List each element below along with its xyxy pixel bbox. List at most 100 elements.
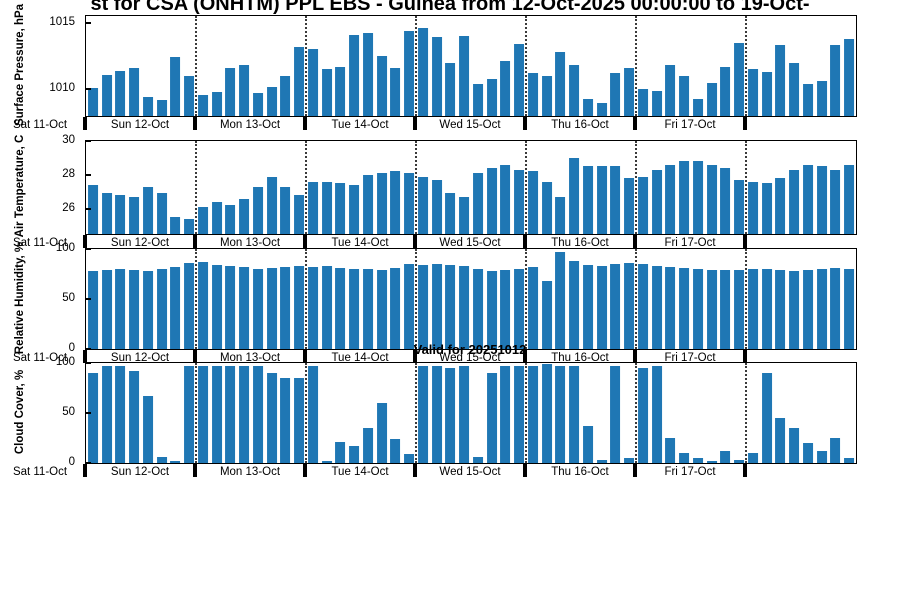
bar	[376, 270, 387, 349]
day-label: Tue 14-Oct	[331, 119, 389, 131]
bar	[115, 195, 126, 234]
bar	[734, 179, 745, 234]
y-tick-mark	[86, 248, 91, 250]
bar	[362, 428, 373, 463]
bar	[555, 52, 566, 116]
bar	[665, 164, 676, 234]
y-tick-label: 100	[55, 242, 75, 254]
day-boundary-gridline	[195, 16, 197, 116]
bar	[624, 458, 635, 463]
bar	[431, 37, 442, 116]
cloud-x-start-label: Sat 11-Oct	[12, 466, 68, 478]
day-label: Sun 12-Oct	[110, 119, 170, 131]
bar	[541, 181, 552, 234]
bar	[527, 171, 538, 234]
day-boundary-gridline	[745, 363, 747, 463]
day-boundary-tick	[413, 350, 417, 363]
bar	[582, 98, 593, 116]
bar	[514, 366, 525, 463]
cloud-y-tick-labels: 0 50 100	[0, 356, 79, 468]
day-label: Thu 16-Oct	[551, 237, 609, 249]
bar	[706, 164, 717, 234]
bar	[747, 453, 758, 463]
day-boundary-gridline	[305, 363, 307, 463]
bar	[390, 268, 401, 349]
day-boundary-gridline	[635, 249, 637, 349]
day-boundary-tick	[303, 464, 307, 477]
bar	[734, 270, 745, 349]
day-boundary-gridline	[195, 249, 197, 349]
day-label: Mon 13-Oct	[219, 466, 281, 478]
bar	[280, 186, 291, 234]
bar	[527, 366, 538, 463]
day-boundary-tick	[523, 464, 527, 477]
bar	[472, 173, 483, 234]
bar	[225, 266, 236, 349]
bar	[142, 97, 153, 116]
bar	[761, 72, 772, 116]
y-tick-mark	[86, 88, 91, 91]
day-boundary-tick	[193, 464, 197, 477]
temperature-y-tick-labels: 26 28 30	[0, 134, 79, 233]
bar	[376, 403, 387, 463]
bar	[747, 69, 758, 116]
y-tick-label: 100	[55, 356, 75, 368]
bar	[266, 268, 277, 349]
day-label: Tue 14-Oct	[331, 466, 389, 478]
bar	[142, 186, 153, 234]
day-boundary-gridline	[525, 249, 527, 349]
bar	[610, 166, 621, 234]
bar	[582, 426, 593, 463]
day-label: Mon 13-Oct	[219, 119, 281, 131]
bar	[459, 196, 470, 234]
bar	[280, 76, 291, 116]
y-tick-mark	[86, 207, 91, 210]
bar	[307, 267, 318, 349]
bar	[362, 33, 373, 116]
day-boundary-tick	[303, 235, 307, 248]
bar	[156, 457, 167, 463]
day-label: Sun 12-Oct	[110, 466, 170, 478]
bar	[225, 205, 236, 234]
bar	[706, 461, 717, 463]
bar	[115, 70, 126, 116]
bar	[321, 461, 332, 463]
surface-pressure-chart: Surface Pressure, hPa 1010 1015 Sun 12-Oc…	[0, 4, 900, 135]
bar	[390, 68, 401, 116]
bar	[376, 56, 387, 116]
day-boundary-gridline	[415, 141, 417, 234]
bar	[362, 269, 373, 349]
y-tick-label: 28	[62, 167, 75, 180]
temperature-x-start-label: Sat 11-Oct	[12, 237, 68, 249]
bar	[142, 396, 153, 463]
bar	[541, 281, 552, 349]
bar	[775, 270, 786, 349]
bar	[610, 366, 621, 463]
cloud-x-axis-row: Sun 12-Oct Mon 13-Oct Tue 14-Oct Wed 15-Oct…	[83, 464, 855, 481]
bar	[720, 451, 731, 463]
day-label: Fri 17-Oct	[664, 119, 716, 131]
day-boundary-tick	[743, 464, 747, 477]
bar	[527, 73, 538, 116]
y-tick-label: 0	[68, 456, 75, 468]
relative-humidity-chart: Relative Humidity, % 0 50 100 Sun 12-Oct Mo…	[0, 242, 900, 368]
day-boundary-gridline	[415, 363, 417, 463]
bar	[775, 178, 786, 234]
day-boundary-tick	[303, 117, 307, 130]
bar	[225, 68, 236, 116]
day-label: Mon 13-Oct	[219, 352, 281, 364]
bar	[816, 166, 827, 234]
day-boundary-gridline	[415, 249, 417, 349]
bar	[321, 266, 332, 349]
y-tick-mark	[86, 21, 91, 24]
bar	[239, 65, 250, 116]
day-boundary-gridline	[525, 16, 527, 116]
day-boundary-gridline	[635, 141, 637, 234]
bar	[294, 266, 305, 349]
humidity-x-start-label: Sat 11-Oct	[12, 352, 68, 364]
bar	[307, 49, 318, 116]
bar	[445, 193, 456, 234]
day-boundary-gridline	[195, 363, 197, 463]
bar	[321, 181, 332, 234]
bar	[156, 269, 167, 349]
